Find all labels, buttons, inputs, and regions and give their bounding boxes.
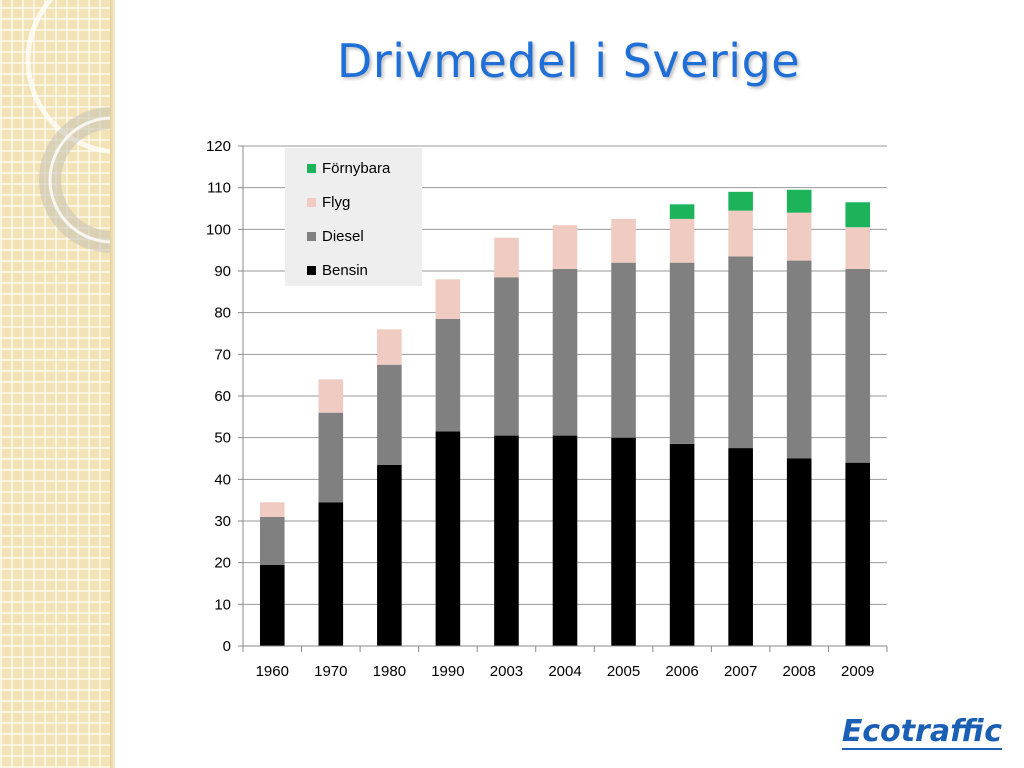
- y-tick-label: 110: [207, 180, 231, 197]
- x-tick-label-1980: 1980: [373, 663, 406, 680]
- y-tick-label: 90: [214, 263, 231, 280]
- x-tick-label-2009: 2009: [841, 663, 874, 680]
- x-tick-label-2008: 2008: [782, 663, 815, 680]
- bar-flyg-2008: [786, 212, 812, 261]
- bar-diesel-1980: [377, 364, 402, 465]
- slide-title: Drivmedel i Sverige: [336, 34, 801, 88]
- x-tick-label-2005: 2005: [607, 663, 640, 680]
- bar-diesel-1960: [259, 516, 285, 565]
- legend-label-flyg: Flyg: [322, 193, 351, 211]
- legend-item-diesel: Diesel: [307, 226, 364, 246]
- y-tick-label: 70: [214, 346, 231, 363]
- chart-legend: Förnybara Flyg Diesel Bensin: [285, 148, 422, 286]
- bar-bensin-2006: [669, 443, 695, 646]
- legend-label-fornybara: Förnybara: [322, 159, 391, 177]
- y-tick-label: 20: [214, 555, 231, 572]
- bar-flyg-1990: [435, 279, 461, 319]
- legend-swatch-flyg: [307, 197, 316, 207]
- y-tick-label: 100: [206, 221, 231, 238]
- x-tick-label-2003: 2003: [490, 663, 523, 680]
- bar-bensin-2003: [494, 435, 519, 646]
- y-tick-label: 0: [223, 638, 231, 655]
- y-axis: 0 10 20 30 40 50 60 70 80 90 100 110 120: [206, 138, 244, 655]
- bar-diesel-2003: [494, 277, 519, 436]
- bar-f-rnybara-2007: [728, 191, 753, 211]
- bar-bensin-2008: [786, 458, 812, 646]
- bar-bensin-1990: [435, 431, 461, 646]
- y-tick-label: 30: [214, 513, 231, 530]
- bar-bensin-1980: [377, 464, 402, 646]
- bar-flyg-2009: [845, 227, 871, 269]
- bar-flyg-1970: [318, 379, 344, 413]
- legend-label-diesel: Diesel: [322, 227, 364, 245]
- bar-diesel-2006: [669, 262, 695, 444]
- x-tick-label-1970: 1970: [314, 663, 347, 680]
- legend-item-flyg: Flyg: [307, 192, 350, 212]
- bar-f-rnybara-2009: [845, 202, 871, 228]
- y-tick-label: 120: [206, 138, 231, 155]
- bar-flyg-2005: [611, 218, 636, 263]
- legend-swatch-diesel: [307, 231, 316, 241]
- y-tick-label: 10: [214, 596, 231, 613]
- y-tick-label: 40: [214, 471, 231, 488]
- bar-diesel-1970: [318, 412, 344, 503]
- bar-diesel-2005: [611, 262, 636, 438]
- bar-flyg-1980: [377, 329, 402, 365]
- bar-diesel-2007: [728, 256, 753, 449]
- x-tick-label-2006: 2006: [665, 663, 698, 680]
- legend-label-bensin: Bensin: [322, 261, 368, 279]
- bar-bensin-1960: [259, 564, 285, 646]
- y-tick-label: 80: [214, 305, 231, 322]
- bar-bensin-2007: [728, 448, 753, 646]
- legend-item-fornybara: Förnybara: [307, 158, 390, 178]
- bar-bensin-1970: [318, 502, 344, 646]
- bar-diesel-2009: [845, 268, 871, 463]
- bar-f-rnybara-2006: [669, 204, 695, 219]
- x-tick-label-2004: 2004: [548, 663, 581, 680]
- bar-diesel-2004: [552, 268, 578, 436]
- bar-flyg-1960: [259, 502, 285, 517]
- legend-item-bensin: Bensin: [307, 260, 368, 280]
- bar-diesel-1990: [435, 318, 461, 432]
- bar-f-rnybara-2008: [786, 189, 812, 213]
- bar-bensin-2004: [552, 435, 578, 646]
- side-panel-edge: [110, 0, 115, 768]
- x-tick-label-1990: 1990: [431, 663, 464, 680]
- legend-swatch-fornybara: [307, 163, 316, 173]
- bar-diesel-2008: [786, 260, 812, 459]
- bar-bensin-2009: [845, 462, 871, 646]
- x-tick-label-1960: 1960: [256, 663, 289, 680]
- y-tick-label: 50: [214, 430, 231, 447]
- chart-bars: [259, 189, 871, 646]
- bar-flyg-2007: [728, 210, 753, 257]
- x-tick-label-2007: 2007: [724, 663, 757, 680]
- x-axis: 1960 1970 1980 1990 2003 2004 2005 2006 2007 2008…: [242, 645, 888, 680]
- decorative-side-panel: [0, 0, 113, 768]
- bar-flyg-2003: [494, 237, 519, 278]
- ecotraffic-logo: Ecotraffic: [841, 714, 1002, 750]
- y-tick-label: 60: [214, 388, 231, 405]
- bar-flyg-2004: [552, 225, 578, 269]
- legend-swatch-bensin: [307, 265, 316, 275]
- bar-bensin-2005: [611, 437, 636, 646]
- bar-flyg-2006: [669, 218, 695, 263]
